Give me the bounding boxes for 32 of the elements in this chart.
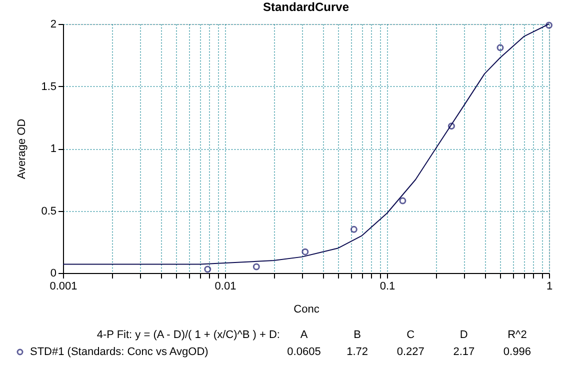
- point: [350, 226, 358, 233]
- point: [546, 22, 552, 29]
- text: 0.0605: [287, 346, 321, 358]
- text: C: [406, 329, 415, 341]
- y-axis-title: Average OD: [16, 118, 28, 180]
- text: 2.17: [453, 346, 475, 358]
- point: [399, 197, 406, 204]
- point: [252, 263, 260, 270]
- y-tick-label: 0.5: [41, 205, 56, 218]
- point: [448, 122, 455, 130]
- y-tick-label: 0: [50, 268, 56, 280]
- y-tick-label: 2: [50, 18, 56, 30]
- y-tick-label: 1.5: [41, 80, 56, 93]
- chart-title: StandardCurve: [262, 0, 350, 14]
- text: 1.72: [346, 346, 368, 358]
- point: [302, 248, 309, 256]
- text: 0.996: [503, 346, 531, 358]
- x-tick-label: 0.01: [214, 280, 236, 292]
- point: [204, 266, 212, 273]
- text: R^2: [508, 329, 527, 341]
- point: [496, 44, 504, 52]
- text: B: [354, 329, 361, 341]
- y-tick-label: 1: [50, 143, 56, 155]
- text: 4-P Fit: y = (A - D)/( 1 + (x/C)^B ) + D:: [96, 329, 280, 341]
- x-axis-title: Conc: [294, 304, 320, 316]
- x-tick-label: 0.1: [380, 280, 396, 292]
- text: A: [300, 329, 308, 341]
- text: 0.227: [396, 346, 424, 358]
- x-tick-label: 0.001: [50, 280, 78, 292]
- text: D: [460, 329, 468, 341]
- legend-label: STD#1 (Standards: Conc vs AvgOD): [30, 346, 208, 358]
- x-tick-label: 1: [546, 280, 553, 292]
